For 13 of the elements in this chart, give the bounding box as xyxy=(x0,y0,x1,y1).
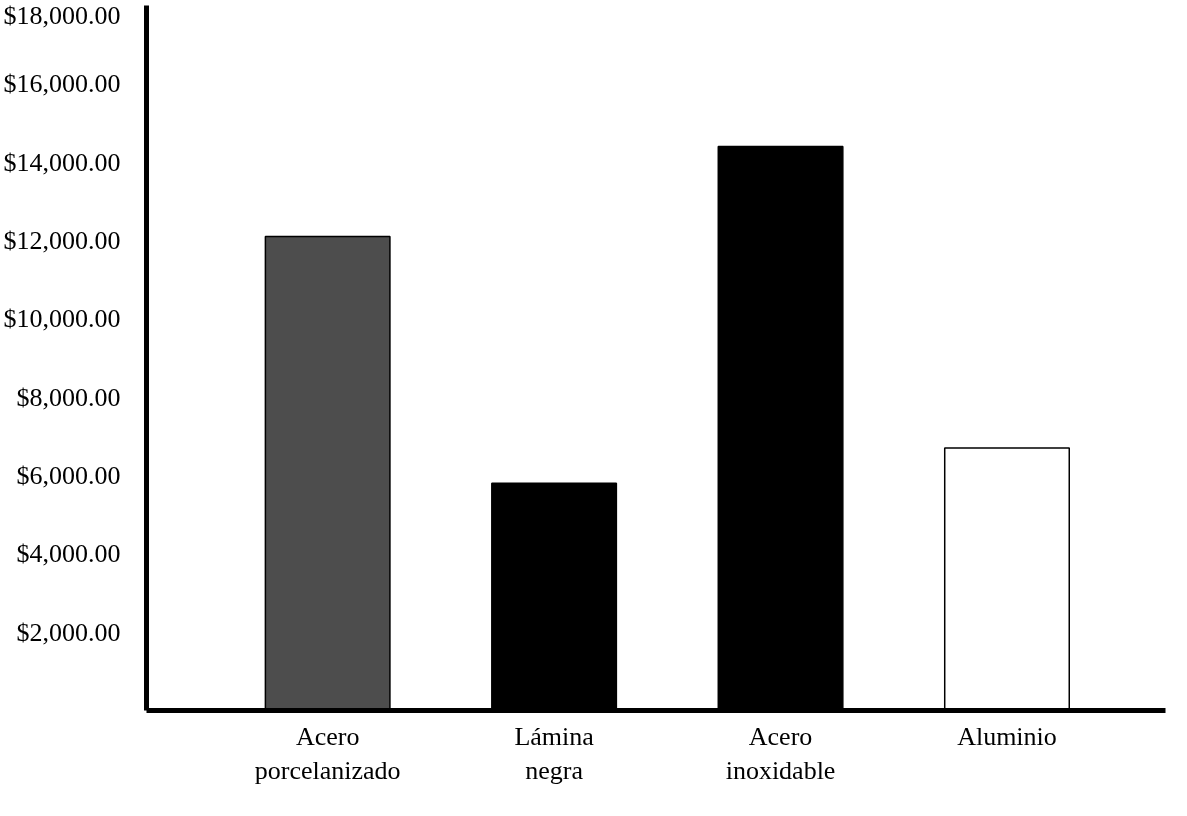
y-tick-label: $2,000.00 xyxy=(16,617,121,647)
y-tick-label: $10,000.00 xyxy=(3,304,121,334)
y-tick-label: $14,000.00 xyxy=(3,147,121,177)
x-tick-label: Aluminio xyxy=(957,721,1057,751)
y-tick-label: $8,000.00 xyxy=(16,382,121,412)
y-tick-label: $12,000.00 xyxy=(3,226,121,255)
x-tick-label: Acero porcelanizado xyxy=(254,721,401,786)
y-tick-label: $18,000.00 xyxy=(3,0,121,30)
y-tick-label: $4,000.00 xyxy=(16,539,121,569)
y-tick-label: $16,000.00 xyxy=(3,69,121,99)
x-tick-label: Lámina negra xyxy=(514,721,595,786)
y-tick-label: $6,000.00 xyxy=(16,461,121,490)
x-tick-label: Acero inoxidable xyxy=(725,721,836,786)
